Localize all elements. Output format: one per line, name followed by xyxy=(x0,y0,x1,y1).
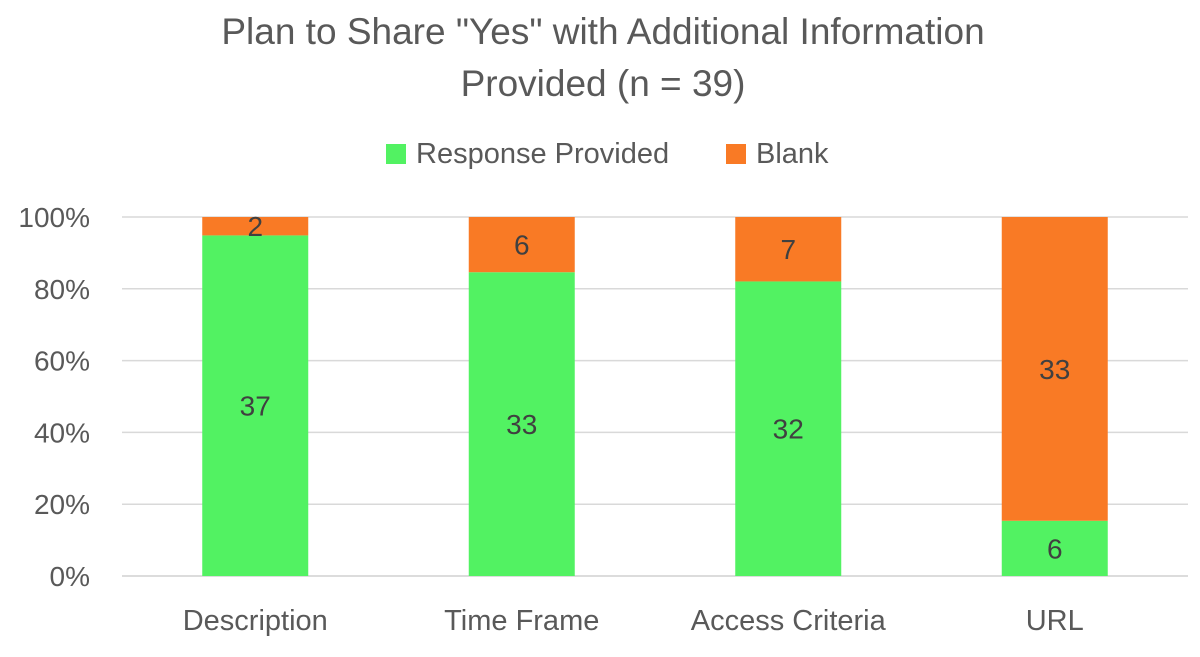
bar-response-provided-time-frame xyxy=(468,272,575,576)
x-tick-label: URL xyxy=(1026,605,1084,637)
x-axis-ticks: Description Time Frame Access Criteria URL xyxy=(183,605,1084,637)
x-tick-label: Access Criteria xyxy=(691,605,887,637)
bar-response-provided-access-criteria xyxy=(735,281,842,576)
data-label: 6 xyxy=(514,230,530,261)
y-tick-label: 80% xyxy=(34,274,90,305)
data-label: 32 xyxy=(773,414,804,445)
y-tick-label: 0% xyxy=(50,561,90,592)
data-label: 6 xyxy=(1047,533,1063,564)
y-tick-label: 100% xyxy=(18,202,90,233)
bar-response-provided-url xyxy=(1001,520,1108,576)
data-label: 33 xyxy=(506,409,537,440)
x-tick-label: Time Frame xyxy=(444,605,599,637)
legend: Response Provided Blank xyxy=(386,138,829,170)
legend-label: Response Provided xyxy=(416,138,669,170)
data-labels: 37 2 33 6 32 7 6 33 xyxy=(240,211,1071,564)
y-tick-label: 20% xyxy=(34,489,90,520)
chart-title-line-1: Plan to Share "Yes" with Additional Info… xyxy=(221,11,984,52)
legend-label: Blank xyxy=(756,138,829,170)
legend-swatch xyxy=(386,144,406,164)
y-axis-ticks: 0% 20% 40% 60% 80% 100% xyxy=(18,202,90,592)
y-tick-label: 60% xyxy=(34,346,90,377)
chart-title-line-2: Provided (n = 39) xyxy=(461,63,746,104)
x-tick-label: Description xyxy=(183,605,328,637)
y-tick-label: 40% xyxy=(34,417,90,448)
bar-blank-time-frame xyxy=(468,217,575,273)
bar-response-provided-description xyxy=(202,235,309,576)
data-label: 7 xyxy=(780,234,796,265)
chart-title: Plan to Share "Yes" with Additional Info… xyxy=(221,11,984,104)
data-label: 37 xyxy=(240,391,271,422)
data-label: 33 xyxy=(1039,354,1070,385)
legend-item-blank: Blank xyxy=(726,138,829,170)
legend-item-response-provided: Response Provided xyxy=(386,138,669,170)
bars xyxy=(202,217,1108,576)
bar-blank-access-criteria xyxy=(735,217,842,282)
bar-blank-description xyxy=(202,217,309,236)
data-label: 2 xyxy=(247,211,263,242)
bar-blank-url xyxy=(1001,217,1108,521)
legend-swatch xyxy=(726,144,746,164)
